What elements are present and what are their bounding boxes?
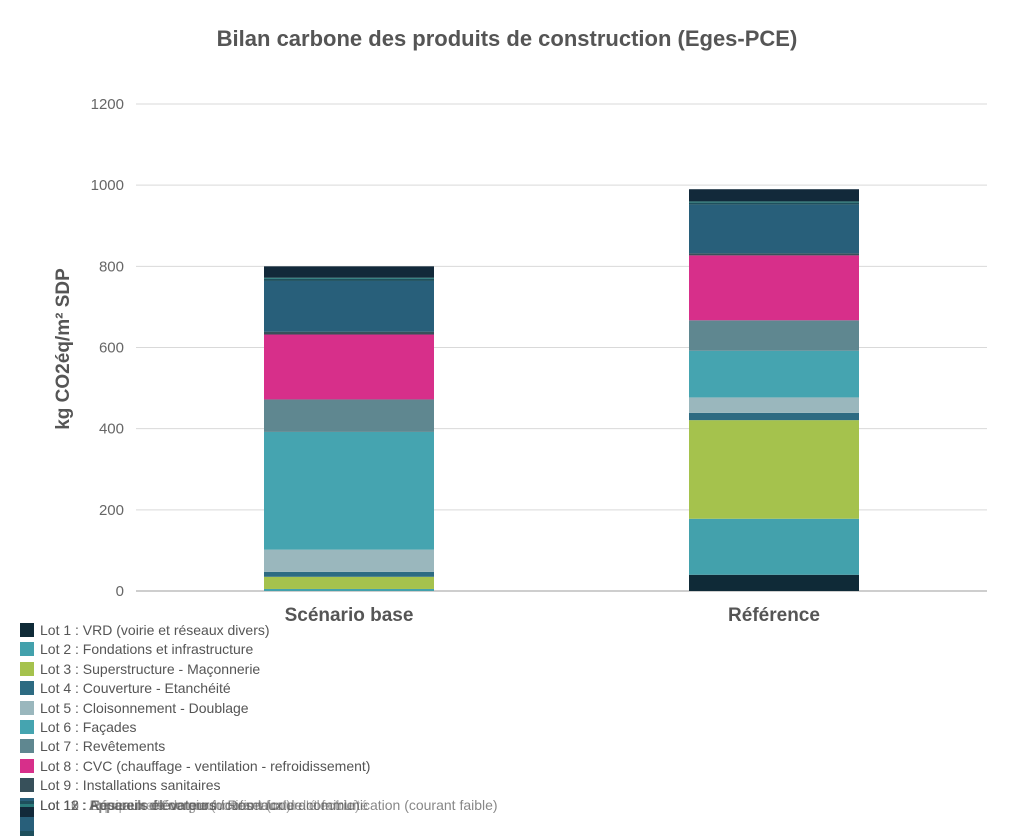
legend-label: Lot 1x : Appareils élévateurs / Réseaux … — [40, 796, 498, 813]
legend-item: Lot 3 : Superstructure - Maçonnerie — [20, 660, 720, 679]
bar-segment — [264, 266, 434, 278]
legend-item: Lot 4 : Couverture - Etanchéité — [20, 679, 720, 698]
bar-segment — [264, 399, 434, 432]
legend-label: Lot 11 : Réseaux de communication (coura… — [40, 796, 360, 813]
legend-swatch — [20, 623, 34, 637]
legend-label: Lot 10 : Réseaux d'énergie (courant fort… — [40, 796, 291, 813]
bar-segment — [264, 280, 434, 332]
bar-segment — [689, 518, 859, 575]
legend: Lot 1 : VRD (voirie et réseaux divers) Lo… — [20, 621, 720, 839]
x-tick-label: Référence — [728, 605, 820, 626]
legend-label: Lot 13 : Equipement de production locale… — [40, 796, 368, 813]
y-tick-label: 800 — [99, 258, 124, 275]
legend-item-overlap: Lot 10 : Réseaux d'énergie (courant fort… — [20, 796, 720, 821]
bar-segment — [689, 420, 859, 519]
bar-segment — [264, 588, 434, 591]
bar-segment — [689, 204, 859, 254]
bar-segment — [264, 331, 434, 335]
bar-segment — [264, 549, 434, 572]
chart-title: Bilan carbone des produits de constructi… — [216, 26, 798, 51]
legend-swatch — [20, 661, 34, 676]
legend-label: Lot 12 : Appareils élévateurs — [40, 796, 217, 813]
y-tick-label: 200 — [99, 502, 124, 519]
legend-label: Lot 9 : Installations sanitaires — [40, 777, 221, 794]
legend-swatch — [20, 778, 34, 793]
legend-item: Lot 2 : Fondations et infrastructure — [20, 640, 720, 659]
legend-label: Lot 2 : Fondations et infrastructure — [40, 641, 254, 658]
legend-item — [20, 830, 720, 839]
legend-item: Lot 5 : Cloisonnement - Doublage — [20, 699, 720, 718]
legend-swatch — [20, 816, 34, 831]
bar-segment — [689, 255, 859, 321]
y-tick-label: 1200 — [91, 96, 124, 113]
bar-segment — [689, 189, 859, 202]
legend-swatch — [20, 700, 34, 715]
legend-label: Lot 8 : CVC (chauffage - ventilation - r… — [40, 757, 371, 774]
y-tick-labels: 0 200 400 600 800 1000 1200 — [91, 96, 124, 600]
legend-item: Lot 8 : CVC (chauffage - ventilation - r… — [20, 757, 720, 776]
y-tick-label: 0 — [116, 583, 124, 600]
legend-label: Lot 3 : Superstructure - Maçonnerie — [40, 660, 261, 677]
legend-item: Lot 9 : Installations sanitaires — [20, 776, 720, 795]
legend-label: Lot 5 : Cloisonnement - Doublage — [40, 699, 249, 716]
y-tick-label: 600 — [99, 340, 124, 357]
legend-label: Lot 4 : Couverture - Etanchéité — [40, 680, 231, 697]
legend-swatch — [20, 681, 34, 696]
bar-segment — [689, 320, 859, 351]
legend-label: Lot 6 : Façades — [40, 718, 137, 735]
bar-segment — [689, 350, 859, 398]
legend-item — [20, 815, 720, 831]
bar-segment — [689, 201, 859, 203]
bar-segment — [264, 431, 434, 550]
y-tick-label: 1000 — [91, 177, 124, 194]
bar-segment — [689, 397, 859, 413]
bar-segment — [689, 574, 859, 591]
x-tick-label: Scénario base — [285, 605, 414, 626]
bar-segment — [689, 253, 859, 256]
bar-segment — [264, 334, 434, 400]
legend-swatch — [20, 739, 34, 754]
gridlines — [136, 103, 987, 592]
x-tick-labels: Scénario base Référence — [285, 605, 820, 626]
bar-segment — [264, 576, 434, 589]
legend-label: Lot 1 : VRD (voirie et réseaux divers) — [40, 622, 270, 638]
y-axis-label: kg CO2éq/m² SDP — [53, 268, 74, 430]
bar-segment — [689, 412, 859, 421]
bar-segment — [264, 278, 434, 281]
legend-item: Lot 7 : Revêtements — [20, 737, 720, 756]
y-tick-label: 400 — [99, 421, 124, 438]
bar-stacks — [264, 189, 859, 591]
legend-swatch — [20, 642, 34, 657]
legend-swatch — [20, 830, 34, 836]
legend-swatch — [20, 758, 34, 773]
bar-segment — [264, 277, 434, 279]
legend-item: Lot 1 : VRD (voirie et réseaux divers) — [20, 621, 720, 640]
legend-label: Lot 7 : Revêtements — [40, 738, 166, 755]
legend-item: Lot 6 : Façades — [20, 718, 720, 737]
legend-swatch — [20, 719, 34, 734]
bar-segment — [264, 571, 434, 577]
bar-segment — [689, 202, 859, 205]
